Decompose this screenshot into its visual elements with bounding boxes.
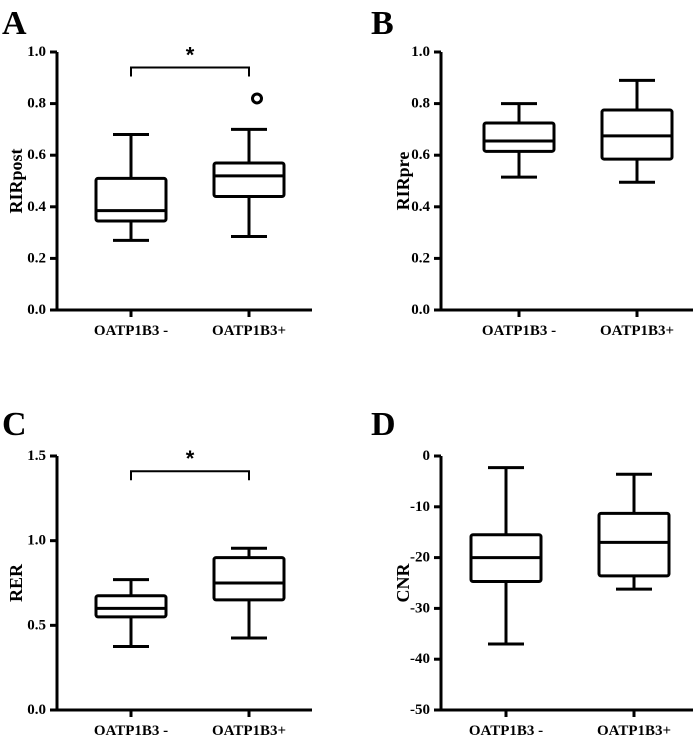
y-tick-label: 1.0 (411, 44, 430, 60)
box-oatp1b3-negative (469, 466, 543, 646)
y-tick-label: 0.0 (27, 702, 46, 718)
box-oatp1b3-positive (600, 78, 674, 184)
box-oatp1b3-negative (482, 102, 556, 179)
y-tick-label: 0.4 (411, 199, 430, 215)
panel-a: A RIRpost 0.0 0.2 0.4 0.6 0.8 1.0 OATP1B3 - OATP1… (2, 5, 312, 339)
box-oatp1b3-negative (94, 133, 168, 242)
y-tick-label: 0.2 (27, 250, 46, 266)
box-oatp1b3-positive (212, 546, 286, 640)
y-tick-label: 0.8 (411, 96, 430, 112)
x-tick-label: OATP1B3 - (94, 323, 168, 339)
y-axis-label: RER (6, 563, 26, 602)
significance-star: * (186, 42, 195, 67)
iqr-box (94, 594, 168, 619)
panel-letter: C (2, 406, 27, 443)
panel-letter: A (2, 5, 27, 42)
panel-letter: B (371, 5, 394, 42)
y-tick-label: 1.0 (27, 44, 46, 60)
iqr-box (94, 176, 168, 223)
y-tick-label: 0.6 (27, 147, 46, 163)
y-tick-label: -20 (410, 550, 430, 566)
y-tick-label: -50 (410, 702, 430, 718)
panel-c: C RER 0.0 0.5 1.0 1.5 OATP1B3 - OATP1B3+ * (2, 406, 312, 739)
panel-letter: D (371, 406, 396, 443)
iqr-box (482, 121, 556, 153)
y-tick-label: 0.8 (27, 96, 46, 112)
outlier-point (251, 92, 263, 105)
x-tick-label: OATP1B3 - (94, 723, 168, 739)
iqr-box (212, 161, 286, 198)
x-tick-label: OATP1B3 - (469, 723, 543, 739)
y-tick-label: 0.6 (411, 147, 430, 163)
box-oatp1b3-negative (94, 578, 168, 648)
iqr-box (597, 511, 671, 578)
y-tick-label: 1.5 (27, 448, 46, 464)
y-tick-label: -40 (410, 651, 430, 667)
y-axis-label: RIRpost (6, 148, 26, 213)
significance-bracket (130, 470, 250, 481)
significance-star: * (186, 446, 195, 471)
x-tick-label: OATP1B3 - (482, 323, 556, 339)
y-tick-label: 0.4 (27, 199, 46, 215)
box-oatp1b3-positive (212, 92, 286, 238)
x-tick-label: OATP1B3+ (212, 723, 286, 739)
x-tick-label: OATP1B3+ (212, 323, 286, 339)
significance-bracket (130, 66, 250, 77)
y-tick-label: 0.0 (411, 302, 430, 318)
y-tick-label: 0 (423, 448, 431, 464)
y-axis-label: CNR (393, 563, 413, 603)
y-tick-label: 0.2 (411, 250, 430, 266)
y-tick-label: -30 (410, 600, 430, 616)
iqr-box (212, 556, 286, 602)
x-tick-label: OATP1B3+ (597, 723, 671, 739)
y-tick-label: 0.0 (27, 302, 46, 318)
y-tick-label: -10 (410, 499, 430, 515)
box-oatp1b3-positive (597, 472, 671, 591)
y-axis-label: RIRpre (393, 152, 413, 211)
panel-b: B RIRpre 0.0 0.2 0.4 0.6 0.8 1.0 OATP1B3 - OATP1B… (371, 5, 693, 339)
y-tick-label: 1.0 (27, 533, 46, 549)
x-tick-label: OATP1B3+ (600, 323, 674, 339)
y-tick-label: 0.5 (27, 617, 46, 633)
panel-d: D CNR -50 -40 -30 -20 -10 0 OATP1B3 - OATP1B3+ (371, 406, 693, 739)
